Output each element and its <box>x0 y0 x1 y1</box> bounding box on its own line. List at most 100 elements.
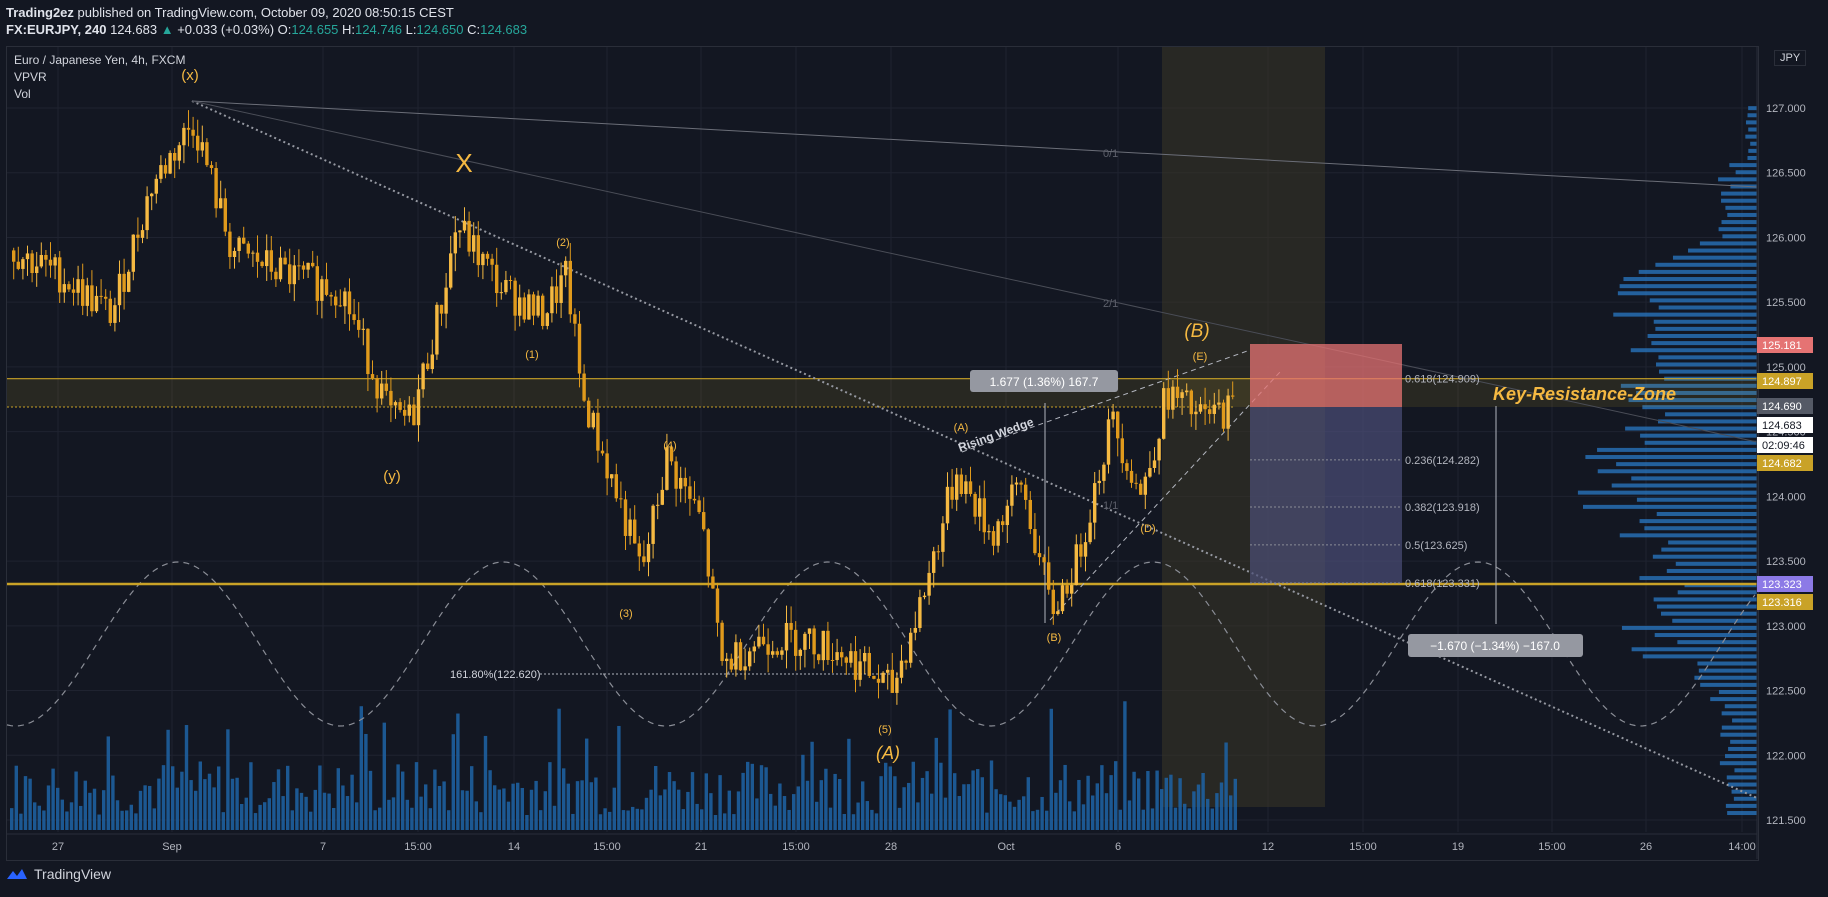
candle-body <box>830 659 835 661</box>
candle-body <box>522 297 526 320</box>
x-tick-label: 6 <box>1115 841 1121 853</box>
volume-bar <box>456 713 460 830</box>
profile-bar <box>1720 732 1757 737</box>
volume-bar <box>401 771 405 830</box>
candle-body <box>651 505 655 544</box>
volume-bar <box>313 789 317 830</box>
volume-bar <box>359 706 363 830</box>
volume-bar <box>263 802 267 830</box>
volume-bar <box>1210 808 1214 830</box>
candle-body <box>1024 484 1028 500</box>
volume-bar <box>451 734 455 830</box>
price-badge <box>1757 398 1813 414</box>
profile-bar <box>1654 633 1757 638</box>
price-badge <box>1757 373 1813 389</box>
wedge-lower <box>1049 371 1281 621</box>
profile-bar <box>1659 369 1757 374</box>
candle-body <box>1185 390 1189 393</box>
candle-body <box>637 543 641 557</box>
symbol-label: FX:EURJPY, 240 <box>6 22 107 37</box>
author-name[interactable]: Trading2ez <box>6 5 74 20</box>
last-price: 124.683 <box>110 22 158 37</box>
candle-body <box>1208 409 1212 414</box>
candle-body <box>559 275 563 303</box>
volume-bar <box>60 799 64 830</box>
currency-button[interactable]: JPY <box>1774 50 1807 66</box>
volume-bar <box>911 761 915 830</box>
candle-body <box>426 363 430 370</box>
candle-body <box>614 474 618 499</box>
candle-body <box>168 152 172 174</box>
volume-bar <box>1045 810 1049 830</box>
x-tick-label: 28 <box>885 841 897 853</box>
tradingview-footer[interactable]: TradingView <box>6 866 111 882</box>
candle-body <box>329 294 333 297</box>
fan-label-11: 1/1 <box>1103 500 1118 512</box>
volume-bar <box>695 803 699 830</box>
candle-body <box>922 595 927 598</box>
candle-body <box>720 622 724 662</box>
x-tick-label: 12 <box>1262 841 1274 853</box>
volume-bar <box>1022 796 1026 830</box>
profile-bar <box>1748 127 1757 132</box>
candle-body <box>536 295 540 316</box>
candle-body <box>352 314 356 321</box>
profile-bar <box>1745 134 1757 139</box>
candle-body <box>140 230 145 238</box>
profile-bar <box>1653 319 1757 324</box>
fib-level-label: 0.618(124.909) <box>1405 374 1480 386</box>
volume-bar <box>796 786 800 830</box>
volume-bar <box>488 770 492 830</box>
profile-bar <box>1722 234 1757 239</box>
volume-bar <box>502 788 506 830</box>
brand-label: TradingView <box>34 866 112 882</box>
volume-bar <box>824 768 828 830</box>
candle-body <box>738 642 743 671</box>
candle-body <box>205 142 209 166</box>
candle-body <box>918 597 922 628</box>
volume-bar <box>994 789 998 830</box>
volume-bar <box>350 774 354 830</box>
volume-bar <box>966 784 971 830</box>
profile-bar <box>1725 205 1757 210</box>
volume-bar <box>322 792 327 830</box>
candle-body <box>12 250 16 262</box>
candle-body <box>784 622 789 651</box>
candle-body <box>53 257 57 266</box>
volume-bar <box>470 766 474 830</box>
candle-body <box>338 305 342 307</box>
volume-bar <box>327 793 331 830</box>
profile-bar <box>1700 682 1757 687</box>
candle-body <box>798 649 802 656</box>
profile-bar <box>1721 191 1757 196</box>
candle-body <box>274 271 278 280</box>
volume-bar <box>304 796 308 830</box>
candle-body <box>725 658 729 662</box>
volume-bar <box>690 772 695 830</box>
candle-body <box>421 363 425 390</box>
volume-bar <box>318 765 322 830</box>
candle-body <box>835 652 839 661</box>
profile-bar <box>1732 718 1757 723</box>
volume-bar <box>391 797 396 830</box>
x-tick-label: 19 <box>1452 841 1464 853</box>
candle-body <box>283 257 287 265</box>
profile-bar <box>1597 469 1757 474</box>
candle-body <box>1198 404 1203 412</box>
volume-bar <box>787 809 791 830</box>
volume-bar <box>33 802 37 830</box>
profile-bar <box>1616 462 1757 467</box>
x-tick-label: 14 <box>508 841 520 853</box>
volume-bar <box>180 771 184 830</box>
candle-body <box>633 519 637 544</box>
candle-body <box>600 450 605 454</box>
candle-body <box>955 474 959 500</box>
candle-body <box>301 265 306 270</box>
candle-body <box>642 556 646 563</box>
profile-bar <box>1644 526 1757 531</box>
price-badge-label: 123.323 <box>1762 579 1802 591</box>
volume-bar <box>1040 796 1044 830</box>
candle-body <box>1116 411 1120 439</box>
volume-bar <box>520 787 524 830</box>
